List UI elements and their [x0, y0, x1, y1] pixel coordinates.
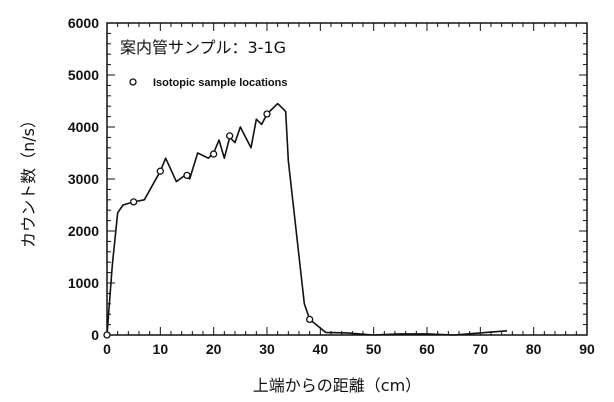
sample-location-point [103, 331, 111, 339]
sample-location-point [130, 198, 138, 206]
legend-label: Isotopic sample locations [153, 77, 287, 89]
y-tick-label: 0 [91, 327, 99, 343]
sample-location-point [306, 315, 314, 324]
x-tick-label: 40 [313, 341, 329, 357]
plot-marks [103, 102, 508, 339]
x-tick-label: 50 [366, 341, 382, 357]
x-tick-label: 10 [153, 341, 169, 357]
x-tick-label: 0 [103, 341, 111, 357]
y-tick-label: 3000 [68, 171, 99, 187]
y-tick-label: 5000 [68, 67, 99, 83]
axes: 0 10 20 30 40 50 60 70 80 90 0 1000 2000 3000 4000 5000… [68, 15, 595, 357]
x-tick-label: 30 [259, 341, 275, 357]
x-tick-label: 80 [526, 341, 542, 357]
y-tick-label: 2000 [68, 223, 99, 239]
x-tick-label: 90 [579, 341, 595, 357]
series-line [106, 102, 508, 336]
y-tick-label: 4000 [68, 119, 99, 135]
sample-location-point [183, 171, 191, 180]
sample-location-point [226, 132, 234, 140]
x-tick-label: 60 [419, 341, 435, 357]
y-tick-label: 6000 [68, 15, 99, 31]
chart-title: 案内管サンプル：3-1G [120, 38, 286, 57]
y-tick-label: 1000 [68, 275, 99, 291]
y-axis-label: カウント数（n/s） [19, 112, 38, 248]
legend-marker [129, 78, 137, 86]
x-tick-label: 20 [206, 341, 222, 357]
x-axis-label: 上端からの距離（cm） [253, 376, 421, 395]
sample-location-point [156, 167, 164, 175]
sample-location-point [210, 150, 218, 158]
x-tick-label: 70 [473, 341, 489, 357]
sample-location-point [263, 110, 271, 118]
